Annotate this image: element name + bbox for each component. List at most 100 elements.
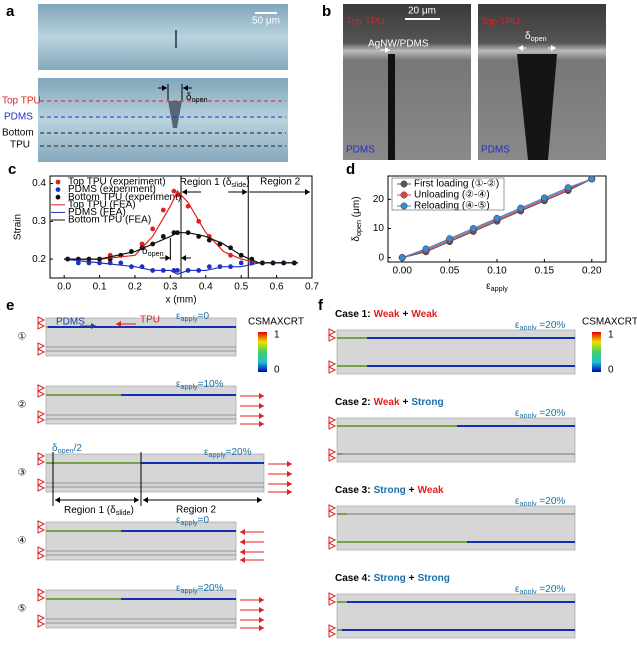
arrow-head [55, 497, 60, 503]
sem-image [343, 4, 471, 160]
x-tick-label: 0.10 [487, 266, 507, 277]
strain-label-sub: apply [180, 518, 198, 527]
data-point [150, 226, 156, 232]
region-label-base: Region 1 (δ [180, 177, 232, 188]
arrow-head [242, 189, 248, 195]
y-tick-label: 10 [373, 223, 385, 234]
arrow-head [287, 481, 292, 487]
arrow-head [259, 625, 264, 631]
arrow-head [287, 471, 292, 477]
delta-label: δopen/2 [52, 443, 82, 455]
specimen [336, 329, 576, 375]
region-label: Region 1 (δslide) [64, 505, 134, 517]
strain-label-base: ε [515, 584, 520, 595]
data-point [564, 184, 572, 192]
panel-label: f [318, 297, 324, 314]
arrow-head [518, 45, 523, 51]
strain-label-sub: apply [180, 586, 198, 595]
step-index: ⑤ [18, 604, 27, 615]
y-axis-label: δopen (μm) [351, 196, 363, 241]
panel-label: e [6, 297, 14, 314]
constraint [37, 342, 46, 350]
x-tick-label: 0.3 [163, 282, 177, 293]
colorbar-label: 0 [274, 365, 280, 376]
delta-label-base: δ [52, 443, 58, 454]
arrow-head [240, 539, 245, 545]
legend-marker [400, 202, 408, 210]
delta-label-base: δ [525, 31, 531, 42]
legend-marker [55, 187, 61, 193]
panel-label: d [346, 161, 355, 178]
arrow-head [162, 85, 167, 91]
strain-label-base: ε [176, 379, 181, 390]
scale-label: 20 μm [408, 6, 436, 17]
arrow-head [91, 323, 96, 329]
strain-label-base: ε [515, 320, 520, 331]
y-tick-label: 0.3 [32, 216, 46, 227]
case-title: Case 1: Weak + Weak [335, 309, 438, 320]
legend-marker [400, 191, 408, 199]
case-title: Case 3: Strong + Weak [335, 485, 444, 496]
specimen [336, 417, 576, 463]
legend-label: Reloading (④-⑤) [414, 201, 490, 212]
delta-label-sub: open [148, 249, 164, 258]
case-label: Case 4: [335, 573, 371, 584]
arrow-head [385, 47, 390, 53]
strain-label-suffix: =0 [198, 311, 210, 322]
data-point [469, 225, 477, 232]
strain-label: εapply =20% [515, 320, 565, 332]
y-axis-label-suffix: (μm) [351, 196, 362, 220]
constraint [37, 594, 46, 602]
data-point [139, 241, 145, 247]
legend-marker [400, 180, 408, 188]
strain-label-suffix: =10% [198, 379, 224, 390]
data-point [118, 260, 124, 266]
colorbar-label: 1 [608, 330, 614, 341]
strain-label-sub: apply [180, 382, 198, 391]
legend-label: Top TPU (experiment) [68, 177, 166, 188]
case-bottom: Weak [411, 309, 437, 320]
strain-label-base: ε [176, 311, 181, 322]
arrow-head [259, 607, 264, 613]
y-tick-label: 20 [373, 194, 385, 205]
legend-label: Bottom TPU (experiment) [68, 192, 181, 203]
region-label-suffix: ) [131, 505, 134, 516]
strain-label-suffix: =20% [198, 583, 224, 594]
constraint [37, 520, 46, 528]
constraint [37, 348, 46, 356]
strain-label-base: ε [176, 515, 181, 526]
x-tick-label: 0.7 [305, 282, 319, 293]
legend-label: Bottom TPU (FEA) [68, 215, 151, 226]
constraint [37, 452, 46, 460]
delta-label: δopen [142, 246, 164, 258]
colorbar [258, 332, 267, 372]
constraint [328, 360, 337, 368]
strain-label-suffix: =20% [537, 584, 566, 595]
step-index: ④ [18, 536, 27, 547]
y-axis-label-base: δ [351, 236, 362, 242]
specimen [45, 589, 237, 629]
x-axis-label: εapply [486, 281, 508, 293]
case-top: Weak [374, 309, 400, 320]
arrow-head [240, 549, 245, 555]
panel-label: a [6, 3, 15, 20]
strain-label-sub: apply [180, 314, 198, 323]
arrow-head [257, 497, 262, 503]
micrograph [38, 78, 288, 162]
arrow-head [183, 85, 188, 91]
region-label-sub: slide [116, 508, 131, 517]
data-point [206, 264, 212, 270]
arrow-head [259, 617, 264, 623]
strain-label-sub: apply [208, 450, 226, 459]
data-point [540, 194, 548, 202]
strain-label-suffix: =20% [537, 408, 566, 419]
case-plus: + [403, 397, 409, 408]
strain-label: εapply=20% [204, 447, 252, 459]
data-point [175, 268, 180, 273]
strain-label-base: ε [176, 583, 181, 594]
colorbar-label: 0 [608, 365, 614, 376]
data-point [422, 245, 430, 253]
legend-label: Unloading (②-④) [414, 190, 490, 201]
specimen [45, 317, 237, 357]
data-point [588, 175, 596, 183]
